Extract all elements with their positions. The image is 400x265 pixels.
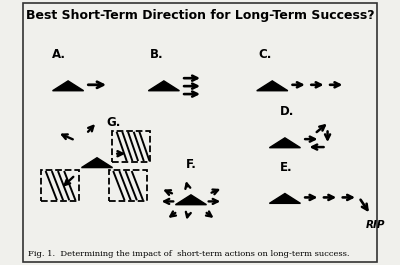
Text: Fig. 1.  Determining the impact of  short-term actions on long-term success.: Fig. 1. Determining the impact of short-…: [28, 250, 350, 258]
Polygon shape: [269, 193, 300, 203]
Text: E.: E.: [280, 161, 292, 174]
Polygon shape: [52, 81, 84, 91]
Polygon shape: [82, 158, 112, 167]
Text: F.: F.: [186, 158, 196, 171]
Polygon shape: [148, 81, 180, 91]
Polygon shape: [176, 195, 206, 205]
Polygon shape: [269, 138, 300, 148]
Text: Best Short-Term Direction for Long-Term Success?: Best Short-Term Direction for Long-Term …: [26, 9, 374, 22]
Text: D.: D.: [280, 105, 294, 118]
Text: C.: C.: [258, 48, 272, 61]
Text: RIP: RIP: [366, 220, 386, 230]
Bar: [112, 131, 150, 162]
Bar: [41, 170, 79, 201]
Bar: [108, 170, 146, 201]
Polygon shape: [257, 81, 288, 91]
Text: G.: G.: [106, 116, 120, 129]
Text: B.: B.: [150, 48, 164, 61]
Text: A.: A.: [52, 48, 66, 61]
